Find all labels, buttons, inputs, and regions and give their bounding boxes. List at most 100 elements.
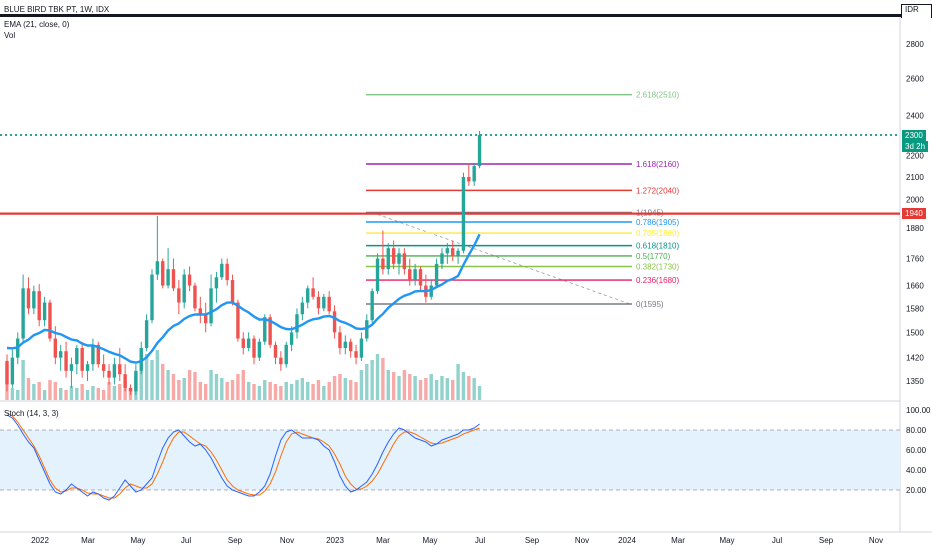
volume-bar <box>268 382 272 400</box>
volume-bar <box>386 370 390 400</box>
candle-body <box>5 360 9 385</box>
fib-level-label: 1.618(2160) <box>636 160 679 169</box>
candle-body <box>220 263 224 278</box>
volume-bar <box>273 384 278 400</box>
volume-bar <box>381 358 385 400</box>
volume-bar <box>26 378 31 400</box>
candle-body <box>246 338 251 349</box>
volume-bar <box>118 384 122 400</box>
fib-level-label: 0.618(1810) <box>636 242 679 251</box>
candle-body <box>263 317 267 342</box>
price-tick-label: 2100 <box>906 173 924 182</box>
candle-body <box>80 348 84 371</box>
candle-body <box>198 308 203 315</box>
candle-body <box>203 314 208 324</box>
candle-body <box>21 288 25 339</box>
candle-body <box>316 296 321 309</box>
candle-body <box>177 288 181 303</box>
stoch-tick-label: 60.00 <box>906 446 927 455</box>
candle-body <box>456 250 460 256</box>
candle-body <box>171 269 176 289</box>
volume-bar <box>166 370 170 400</box>
candle-body <box>365 320 369 339</box>
volume-bar <box>338 374 342 400</box>
top-divider <box>0 14 932 17</box>
volume-bar <box>209 370 213 400</box>
volume-bar <box>359 370 364 400</box>
time-tick-label: Mar <box>376 536 390 545</box>
volume-bar <box>279 386 283 400</box>
volume-bar <box>241 370 245 400</box>
fib-level-label: 0.5(1770) <box>636 252 671 261</box>
price-tick-label: 1420 <box>906 354 924 363</box>
candle-body <box>161 261 165 286</box>
volume-bar <box>327 382 331 400</box>
candle-body <box>139 348 143 371</box>
candle-body <box>445 248 450 254</box>
volume-bar <box>171 374 176 400</box>
ema-legend[interactable]: EMA (21, close, 0) <box>4 20 70 29</box>
vol-legend[interactable]: Vol <box>4 31 16 40</box>
volume-bar <box>257 386 262 400</box>
volume-bar <box>322 386 326 400</box>
time-tick-label: 2022 <box>31 536 49 545</box>
stoch-d-line <box>6 412 480 499</box>
candle-body <box>10 357 15 385</box>
candle-body <box>289 332 294 345</box>
volume-bar <box>59 388 63 400</box>
volume-bar <box>263 380 267 400</box>
volume-bar <box>402 370 407 400</box>
candle-body <box>69 364 74 371</box>
candle-body <box>343 341 348 349</box>
candle-body <box>434 263 439 286</box>
candle-body <box>144 320 149 349</box>
fib-trend-line <box>371 212 631 305</box>
symbol-title[interactable]: BLUE BIRD TBK PT, 1W, IDX <box>4 5 110 14</box>
stoch-tick-label: 20.00 <box>906 486 927 495</box>
volume-bar <box>456 364 460 400</box>
candle-body <box>354 351 358 358</box>
candle-body <box>381 258 385 270</box>
candle-body <box>96 344 100 365</box>
volume-bar <box>155 350 160 400</box>
bar-countdown-tag: 3d 2h <box>902 141 929 152</box>
candle-body <box>209 288 213 324</box>
volume-bar <box>75 388 79 400</box>
volume-bar <box>85 390 90 400</box>
candle-body <box>166 269 170 286</box>
candle-body <box>322 296 326 309</box>
candle-body <box>112 364 117 378</box>
volume-bar <box>370 360 374 400</box>
volume-bar <box>284 382 288 400</box>
candle-body <box>467 177 471 182</box>
candle-body <box>236 302 240 339</box>
time-tick-label: Jul <box>181 536 191 545</box>
fib-level-label: 1.272(2040) <box>636 186 679 195</box>
candle-body <box>284 344 288 365</box>
volume-bar <box>161 364 165 400</box>
time-tick-label: Jul <box>475 536 485 545</box>
candle-body <box>300 302 305 315</box>
time-tick-label: May <box>719 536 734 545</box>
candle-body <box>42 302 47 321</box>
volume-bar <box>150 360 154 400</box>
price-tick-label: 2400 <box>906 111 924 120</box>
time-tick-label: Nov <box>869 536 883 545</box>
stoch-legend[interactable]: Stoch (14, 3, 3) <box>4 409 59 418</box>
last-price-tag: 2300 <box>902 130 926 141</box>
candle-body <box>150 274 154 321</box>
volume-bar <box>246 382 251 400</box>
volume-bar <box>182 378 186 400</box>
volume-bar <box>220 378 224 400</box>
volume-bar <box>316 380 321 400</box>
candle-body <box>37 291 41 321</box>
volume-bar <box>53 382 58 400</box>
volume-bar <box>289 384 294 400</box>
price-tick-label: 1500 <box>906 328 924 337</box>
time-tick-label: 2023 <box>326 536 344 545</box>
candle-body <box>193 285 197 309</box>
volume-bar <box>343 378 348 400</box>
time-tick-label: 2024 <box>618 536 636 545</box>
